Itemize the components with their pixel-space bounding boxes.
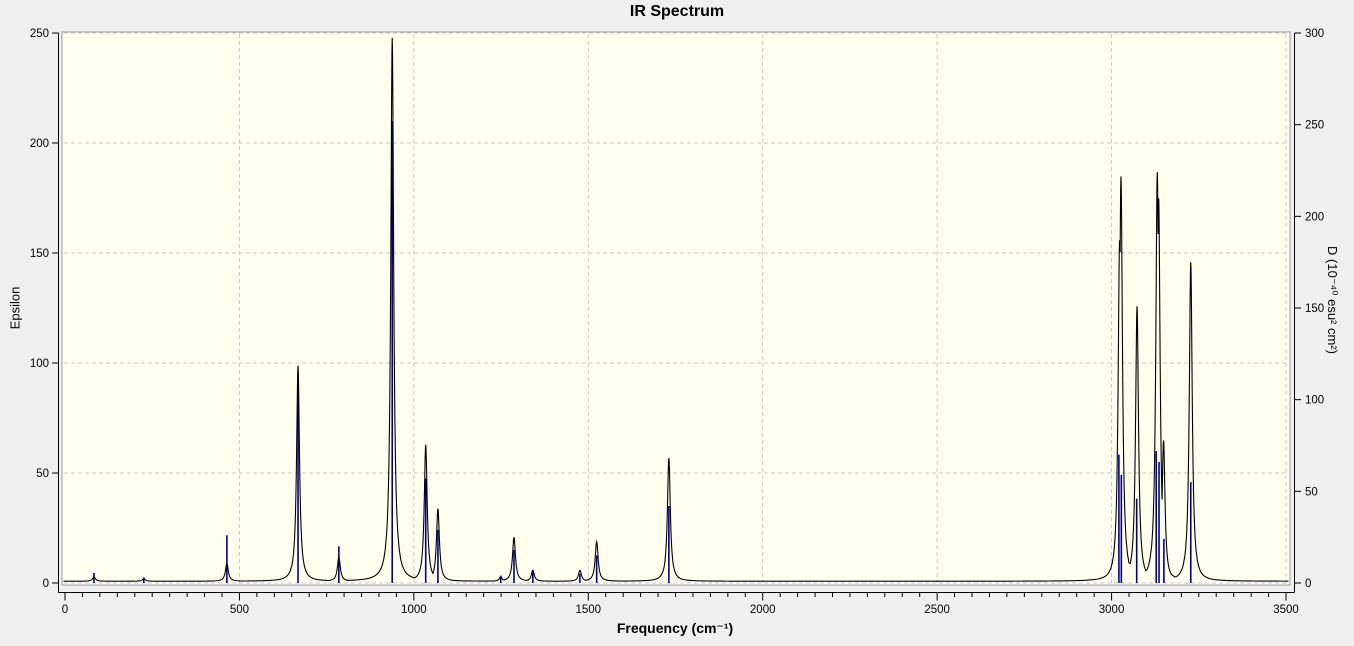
y-left-tick-label: 150 bbox=[30, 248, 49, 260]
y-right-tick-label: 200 bbox=[1305, 211, 1324, 223]
y-right-tick-label: 300 bbox=[1305, 28, 1324, 40]
y-right-tick-label: 150 bbox=[1305, 303, 1324, 315]
y-right-tick-label: 100 bbox=[1305, 395, 1324, 407]
d-stick-series bbox=[93, 121, 1192, 583]
axes-lines bbox=[58, 33, 1295, 593]
y-right-tick-label: 250 bbox=[1305, 120, 1324, 132]
tick-marks bbox=[52, 32, 1301, 601]
x-tick-label: 500 bbox=[230, 604, 249, 616]
x-tick-label: 2000 bbox=[750, 604, 776, 616]
x-tick-label: 1500 bbox=[575, 604, 601, 616]
chart-title: IR Spectrum bbox=[629, 3, 725, 20]
x-axis-title: Frequency (cm⁻¹) bbox=[616, 620, 734, 636]
y-left-tick-label: 200 bbox=[30, 138, 49, 150]
gridlines bbox=[64, 32, 1288, 584]
y-left-tick-label: 50 bbox=[36, 468, 49, 480]
y-left-tick-label: 250 bbox=[30, 28, 49, 40]
y-right-tick-label: 0 bbox=[1305, 578, 1311, 590]
plot-area bbox=[61, 31, 1291, 586]
epsilon-curve bbox=[63, 37, 1289, 582]
x-tick-label: 2500 bbox=[924, 604, 950, 616]
x-tick-label: 1000 bbox=[401, 604, 427, 616]
x-tick-label: 3000 bbox=[1099, 604, 1125, 616]
x-tick-label: 3500 bbox=[1273, 604, 1299, 616]
y-right-tick-label: 50 bbox=[1305, 486, 1318, 498]
x-tick-label: 0 bbox=[62, 604, 68, 616]
y-left-tick-label: 0 bbox=[43, 578, 49, 590]
y-left-tick-label: 100 bbox=[30, 358, 49, 370]
